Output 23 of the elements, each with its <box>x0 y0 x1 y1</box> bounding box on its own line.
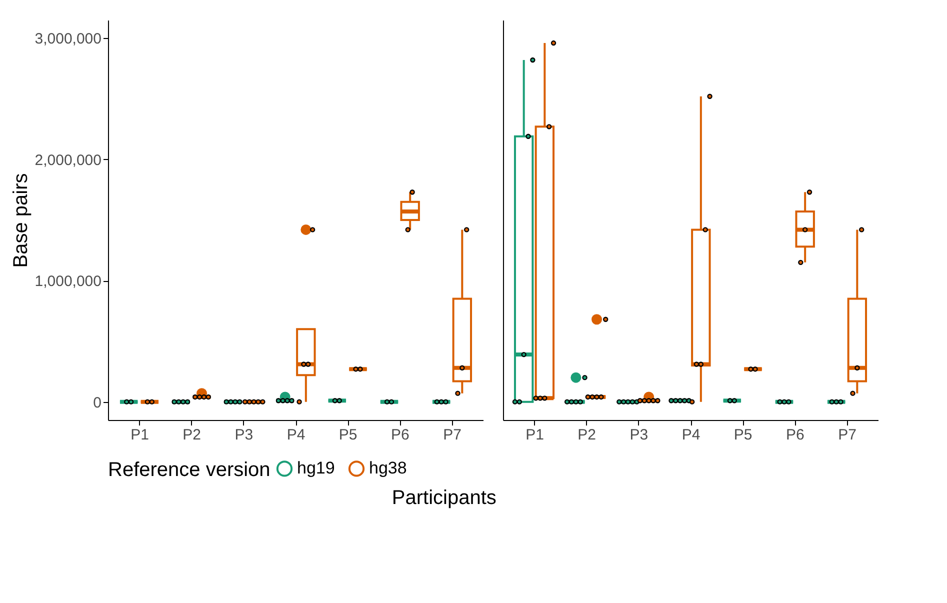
x-axis-title: Participants <box>392 487 496 509</box>
x-tick-label: P2 <box>182 426 202 444</box>
y-tick-label: 2,000,000 <box>34 152 102 169</box>
x-tick-label: P5 <box>734 426 752 444</box>
y-tick-label: 0 <box>93 394 102 412</box>
x-tick-label: P6 <box>786 426 804 444</box>
x-tick-label: P6 <box>390 426 410 444</box>
x-tick-label: P7 <box>838 426 856 444</box>
x-tick-label: P2 <box>578 426 596 444</box>
legend-label: hg19 <box>297 458 335 478</box>
y-tick-label: 1,000,000 <box>34 273 102 290</box>
x-tick-label: P4 <box>682 426 700 444</box>
legend-title: Reference version <box>108 459 270 481</box>
x-tick-label: P7 <box>443 426 462 444</box>
y-axis-title: Base pairs <box>10 173 32 268</box>
x-tick-label: P3 <box>630 426 648 444</box>
legend-label: hg38 <box>369 458 407 478</box>
x-tick-label: P3 <box>234 426 254 444</box>
x-tick-label: P1 <box>130 426 149 444</box>
y-tick-label: 3,000,000 <box>34 30 102 48</box>
x-tick-label: P5 <box>338 426 358 444</box>
x-tick-label: P4 <box>286 426 306 444</box>
x-tick-label: P1 <box>526 426 544 444</box>
